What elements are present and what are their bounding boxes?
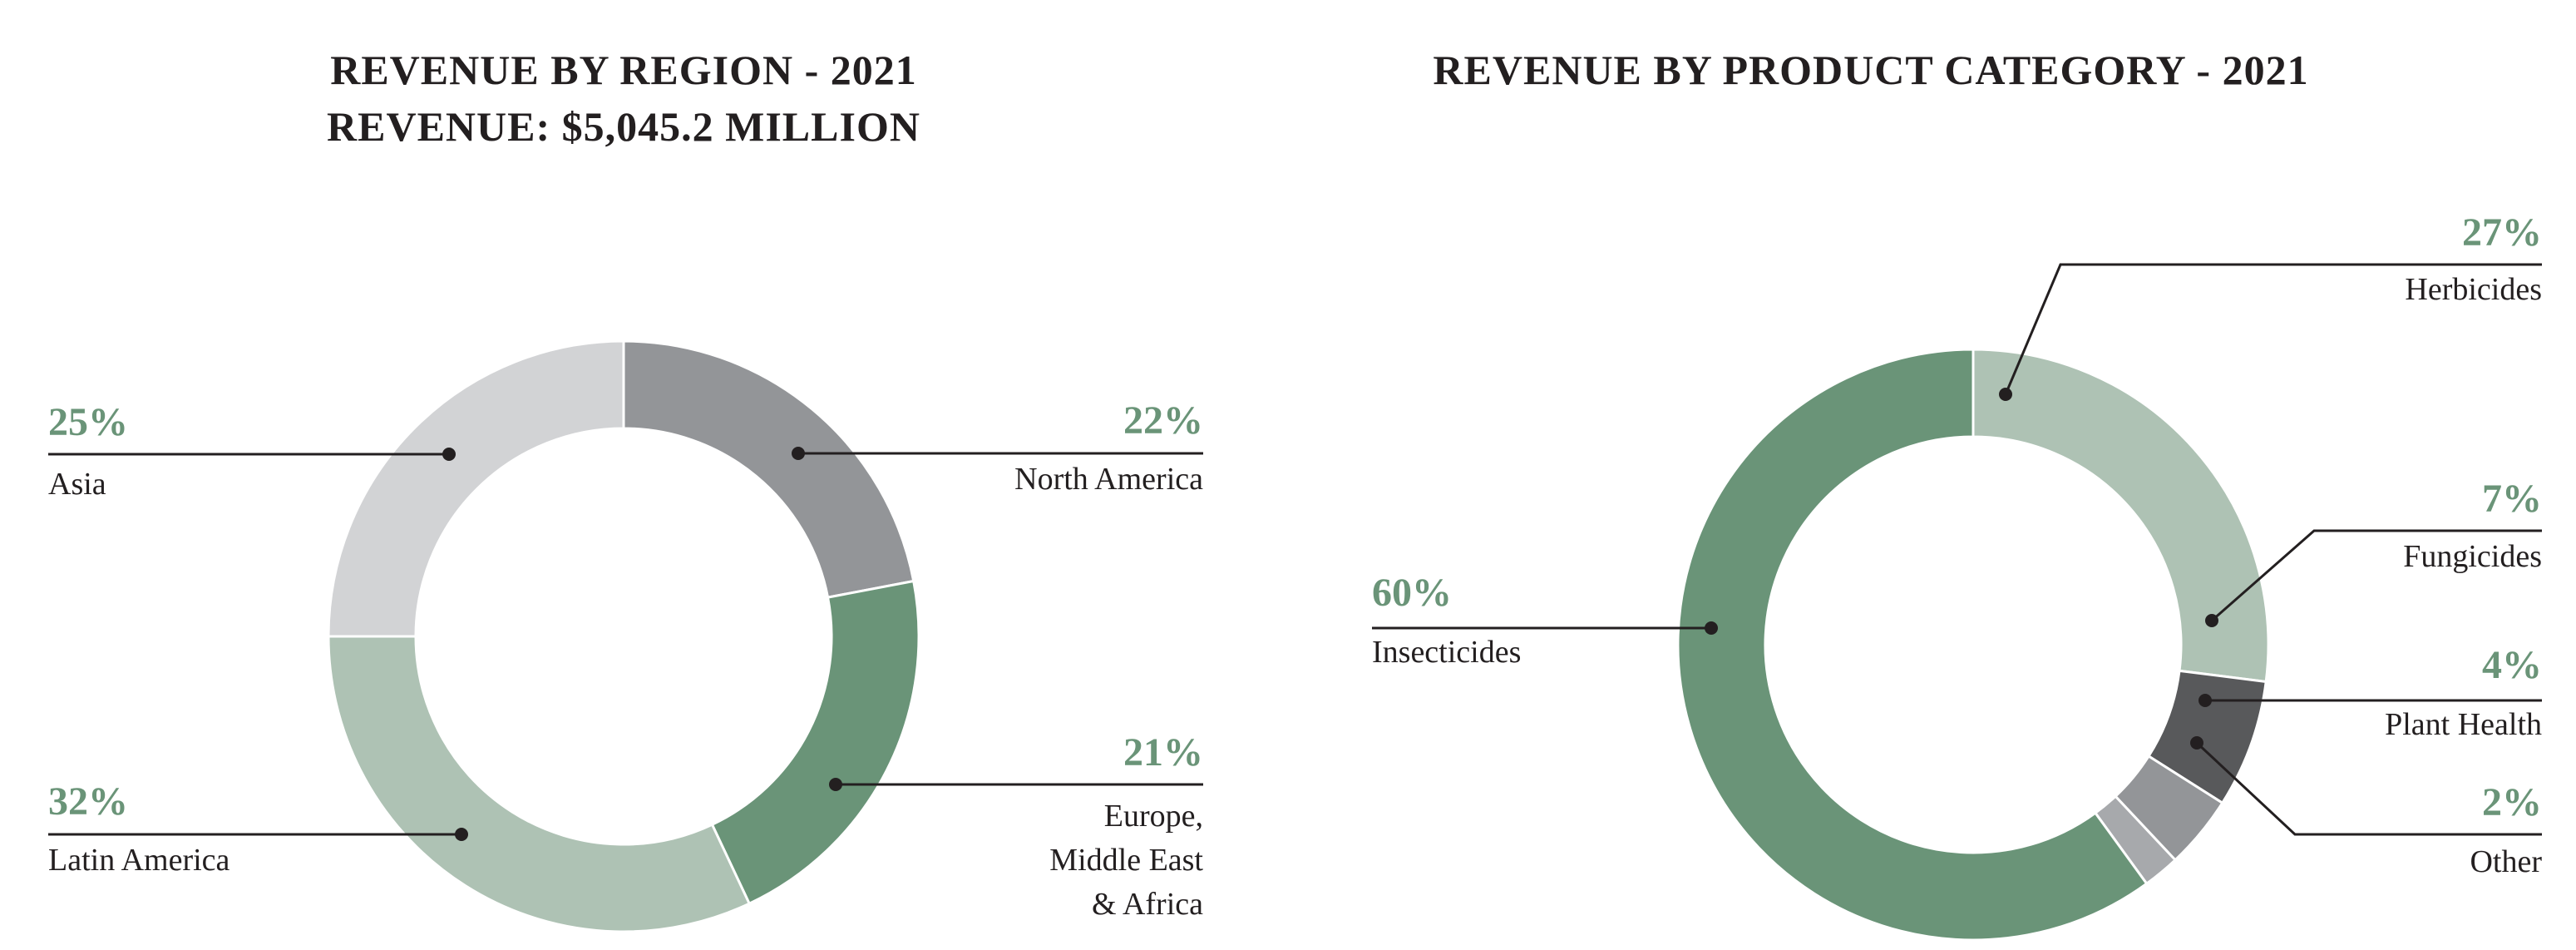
pct-label-plant-health: 4% — [2482, 643, 2542, 687]
leader-insecticides — [1372, 621, 1718, 635]
pct-label-emea: 21% — [1123, 730, 1203, 774]
leader-plant-health — [2198, 694, 2542, 707]
pct-label-asia: 25% — [48, 400, 128, 444]
donut-region — [327, 339, 920, 933]
leader-herbicides — [1999, 263, 2542, 401]
donut-product — [1676, 348, 2270, 942]
leader-fungicides — [2205, 529, 2542, 627]
slice-asia — [327, 339, 625, 638]
title-region-line1: REVENUE BY REGION - 2021 — [330, 47, 917, 93]
name-label-asia: Asia — [48, 467, 106, 502]
name-label-insecticides: Insecticides — [1372, 635, 1522, 670]
chart-title-product: REVENUE BY PRODUCT CATEGORY - 2021 — [1289, 42, 2453, 98]
chart-title-region: REVENUE BY REGION - 2021 REVENUE: $5,045… — [208, 42, 1039, 155]
slice-insecticides — [1676, 348, 2149, 942]
pct-label-fungicides: 7% — [2482, 477, 2542, 521]
leader-emea — [829, 778, 1203, 791]
name-label-emea: Europe, Middle East & Africa — [871, 794, 1203, 927]
leader-asia — [48, 448, 456, 461]
emea-line-2: Middle East — [1049, 843, 1203, 878]
leader-other — [2190, 736, 2542, 836]
pct-label-insecticides: 60% — [1372, 571, 1452, 615]
name-label-fungicides: Fungicides — [2403, 539, 2542, 574]
name-label-plant-health: Plant Health — [2385, 707, 2542, 742]
pct-label-herbicides: 27% — [2462, 210, 2542, 255]
emea-line-3: & Africa — [1091, 887, 1203, 922]
title-product-line1: REVENUE BY PRODUCT CATEGORY - 2021 — [1433, 47, 2309, 93]
leader-north-america — [792, 447, 1203, 460]
slice-herbicides — [1971, 348, 2270, 684]
pct-label-other: 2% — [2482, 780, 2542, 824]
name-label-other: Other — [2470, 844, 2542, 879]
slice-latin-america — [327, 635, 752, 933]
pct-label-latin-america: 32% — [48, 779, 128, 824]
name-label-north-america: North America — [1014, 462, 1203, 497]
name-label-latin-america: Latin America — [48, 843, 230, 878]
leader-latin-america — [48, 828, 468, 841]
name-label-herbicides: Herbicides — [2405, 272, 2542, 307]
leader-lines — [48, 263, 2542, 841]
emea-line-1: Europe, — [1103, 799, 1203, 834]
slice-north-america — [622, 339, 915, 599]
pct-label-north-america: 22% — [1123, 398, 1203, 443]
title-region-line2: REVENUE: $5,045.2 MILLION — [327, 103, 920, 150]
